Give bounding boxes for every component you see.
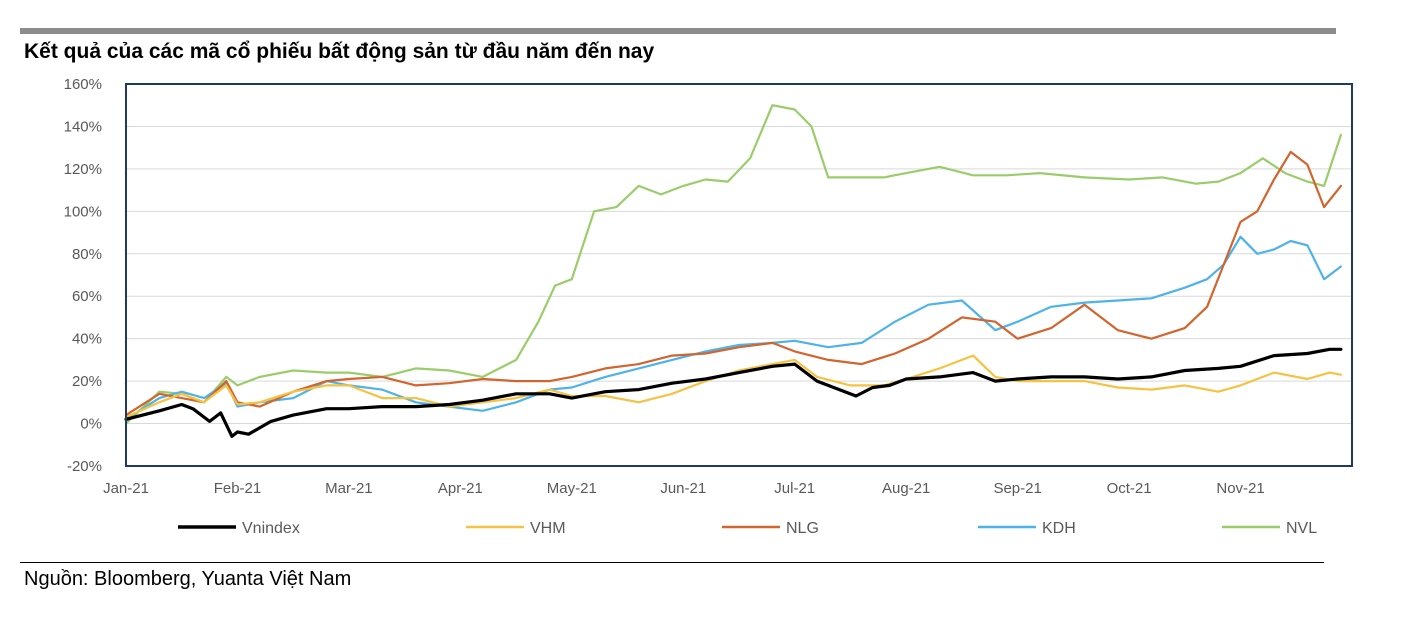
x-tick-label: Jan-21 — [103, 480, 149, 497]
x-tick-label: Aug-21 — [882, 480, 930, 497]
series-line-nlg — [124, 150, 1343, 417]
series-line-nvl — [124, 104, 1343, 425]
y-tick-label: 120% — [64, 161, 102, 178]
legend-label-nvl: NVL — [1286, 520, 1317, 537]
x-tick-label: Nov-21 — [1216, 480, 1264, 497]
legend: Vnindex VHM NLG KDH NVL — [178, 520, 1317, 537]
series-line-vnindex — [124, 347, 1343, 438]
x-tick-label: Mar-21 — [325, 480, 373, 497]
y-tick-label: 40% — [72, 331, 102, 348]
y-tick-label: 80% — [72, 246, 102, 263]
x-tick-label: Jul-21 — [774, 480, 815, 497]
y-tick-label: 160% — [64, 76, 102, 93]
x-axis-ticks: Jan-21 Feb-21 Mar-21 Apr-21 May-21 Jun-21 Jul-… — [103, 480, 1265, 497]
y-tick-label: 0% — [80, 416, 102, 433]
y-tick-label: 20% — [72, 373, 102, 390]
legend-label-nlg: NLG — [786, 520, 819, 537]
series-lines — [124, 104, 1343, 438]
x-tick-label: Sep-21 — [993, 480, 1041, 497]
source-note: Nguồn: Bloomberg, Yuanta Việt Nam — [24, 568, 352, 590]
series-line-kdh — [124, 235, 1343, 421]
y-tick-label: 140% — [64, 118, 102, 135]
x-tick-label: Feb-21 — [214, 480, 262, 497]
y-tick-label: -20% — [67, 458, 102, 475]
legend-label-vnindex: Vnindex — [242, 520, 300, 537]
x-tick-label: Oct-21 — [1107, 480, 1152, 497]
y-tick-label: 100% — [64, 203, 102, 220]
top-rule — [20, 28, 1336, 34]
grid-lines — [126, 83, 1352, 467]
y-axis-ticks: 160% 140% 120% 100% 80% 60% 40% 20% 0% -20% — [64, 76, 102, 475]
bottom-rule — [20, 562, 1324, 563]
x-tick-label: Apr-21 — [438, 480, 483, 497]
y-tick-label: 60% — [72, 288, 102, 305]
legend-label-vhm: VHM — [530, 520, 566, 537]
legend-label-kdh: KDH — [1042, 520, 1076, 537]
plot-area-border — [125, 83, 1353, 467]
x-tick-label: Jun-21 — [660, 480, 706, 497]
x-tick-label: May-21 — [547, 480, 597, 497]
chart-title: Kết quả của các mã cổ phiếu bất động sản… — [24, 40, 655, 63]
series-line-vhm — [124, 354, 1343, 419]
